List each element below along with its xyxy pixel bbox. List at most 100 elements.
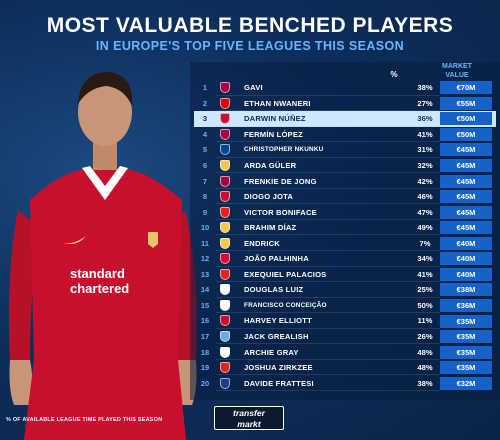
footnote: % OF AVAILABLE LEAGUE TIME PLAYED THIS S… bbox=[6, 417, 163, 423]
row-divider bbox=[216, 141, 440, 143]
ranking-list: 1 GAVI 38% €70M 2 ETHAN NWANERI 27% €55M 3 DARWIN… bbox=[194, 80, 496, 391]
row-divider bbox=[216, 374, 440, 376]
player-shirt bbox=[30, 168, 182, 366]
inter-crest-icon bbox=[216, 377, 234, 389]
player-playtime-pct: 27% bbox=[417, 98, 433, 108]
player-row[interactable]: 9 VICTOR BONIFACE 47% €45M bbox=[194, 204, 496, 220]
player-market-value: €36M bbox=[440, 298, 492, 312]
player-row[interactable]: 3 DARWIN NÚÑEZ 36% €50M bbox=[194, 111, 496, 127]
player-market-value: €35M bbox=[440, 361, 492, 375]
player-market-value: €40M bbox=[440, 236, 492, 250]
barcelona-crest-icon bbox=[216, 128, 234, 140]
player-name: HARVEY ELLIOTT bbox=[244, 316, 312, 326]
man-city-crest-icon bbox=[216, 331, 234, 343]
player-head bbox=[78, 78, 132, 146]
row-divider bbox=[216, 125, 440, 127]
market-value-column-header: MARKET VALUE bbox=[442, 63, 472, 79]
player-playtime-pct: 25% bbox=[417, 285, 433, 295]
player-playtime-pct: 49% bbox=[417, 223, 433, 233]
player-name: DOUGLAS LUIZ bbox=[244, 285, 304, 295]
player-name: BRAHIM DÍAZ bbox=[244, 223, 297, 233]
player-market-value: €55M bbox=[440, 96, 492, 110]
player-rank: 12 bbox=[200, 254, 210, 264]
player-row[interactable]: 12 JOÃO PALHINHA 34% €40M bbox=[194, 251, 496, 267]
player-row[interactable]: 15 FRANCISCO CONCEIÇÃO 50% €36M bbox=[194, 298, 496, 314]
transfermarkt-logo[interactable]: transfer markt bbox=[214, 406, 284, 430]
man-united-crest-icon bbox=[216, 362, 234, 374]
player-rank: 5 bbox=[202, 145, 208, 155]
row-divider bbox=[216, 327, 440, 329]
player-market-value: €32M bbox=[440, 376, 492, 390]
player-shorts bbox=[24, 360, 186, 440]
real-madrid-crest-icon bbox=[216, 237, 234, 249]
player-rank: 2 bbox=[202, 98, 208, 108]
player-row[interactable]: 1 GAVI 38% €70M bbox=[194, 80, 496, 96]
player-row[interactable]: 6 ARDA GÜLER 32% €45M bbox=[194, 158, 496, 174]
player-rank: 20 bbox=[200, 378, 210, 388]
player-rank: 19 bbox=[200, 363, 210, 373]
player-market-value: €35M bbox=[440, 330, 492, 344]
player-row[interactable]: 14 DOUGLAS LUIZ 25% €38M bbox=[194, 282, 496, 298]
row-divider bbox=[216, 358, 440, 360]
pct-column-header: % bbox=[390, 70, 398, 79]
player-left-arm bbox=[9, 360, 33, 405]
player-crest bbox=[148, 232, 158, 248]
player-name: ARCHIE GRAY bbox=[244, 347, 299, 357]
barcelona-crest-icon bbox=[216, 82, 234, 94]
player-playtime-pct: 38% bbox=[417, 378, 433, 388]
player-name: EXEQUIEL PALACIOS bbox=[244, 269, 327, 279]
player-row[interactable]: 19 JOSHUA ZIRKZEE 48% €35M bbox=[194, 360, 496, 376]
row-divider bbox=[216, 343, 440, 345]
row-divider bbox=[216, 172, 440, 174]
row-divider bbox=[216, 234, 440, 236]
player-market-value: €50M bbox=[440, 112, 492, 126]
chelsea-crest-icon bbox=[216, 144, 234, 156]
svg-text:standard: standard bbox=[70, 266, 125, 281]
player-name: DAVIDE FRATTESI bbox=[244, 378, 314, 388]
real-madrid-crest-icon bbox=[216, 160, 234, 172]
player-name: FRENKIE DE JONG bbox=[244, 176, 317, 186]
player-rank: 14 bbox=[200, 285, 210, 295]
row-divider bbox=[216, 187, 440, 189]
player-row[interactable]: 5 CHRISTOPHER NKUNKU 31% €45M bbox=[194, 142, 496, 158]
player-market-value: €45M bbox=[440, 159, 492, 173]
player-playtime-pct: 41% bbox=[417, 269, 433, 279]
player-row[interactable]: 4 FERMÍN LÓPEZ 41% €50M bbox=[194, 127, 496, 143]
arsenal-crest-icon bbox=[216, 97, 234, 109]
juventus-crest-icon bbox=[216, 284, 234, 296]
player-row[interactable]: 8 DIOGO JOTA 46% €45M bbox=[194, 189, 496, 205]
player-market-value: €45M bbox=[440, 221, 492, 235]
player-photo: standard chartered bbox=[9, 72, 197, 440]
player-rank: 3 bbox=[202, 114, 208, 124]
player-rank: 8 bbox=[202, 192, 208, 202]
player-row[interactable]: 17 JACK GREALISH 26% €35M bbox=[194, 329, 496, 345]
player-playtime-pct: 42% bbox=[417, 176, 433, 186]
barcelona-crest-icon bbox=[216, 175, 234, 187]
player-row[interactable]: 20 DAVIDE FRATTESI 38% €32M bbox=[194, 375, 496, 391]
bayern-crest-icon bbox=[216, 253, 234, 265]
liverpool-crest-icon bbox=[216, 191, 234, 203]
row-divider bbox=[216, 218, 440, 220]
player-market-value: €38M bbox=[440, 283, 492, 297]
player-row[interactable]: 13 EXEQUIEL PALACIOS 41% €40M bbox=[194, 267, 496, 283]
player-row[interactable]: 7 FRENKIE DE JONG 42% €45M bbox=[194, 173, 496, 189]
player-rank: 6 bbox=[202, 161, 208, 170]
player-playtime-pct: 50% bbox=[417, 300, 433, 310]
row-divider bbox=[216, 389, 440, 391]
player-rank: 16 bbox=[200, 316, 210, 326]
player-playtime-pct: 36% bbox=[417, 114, 433, 124]
player-playtime-pct: 34% bbox=[417, 254, 433, 264]
player-row[interactable]: 18 ARCHIE GRAY 48% €35M bbox=[194, 344, 496, 360]
player-name: JOSHUA ZIRKZEE bbox=[244, 363, 313, 373]
player-playtime-pct: 26% bbox=[417, 332, 433, 342]
player-row[interactable]: 2 ETHAN NWANERI 27% €55M bbox=[194, 96, 496, 112]
player-row[interactable]: 11 ENDRICK 7% €40M bbox=[194, 235, 496, 252]
player-row[interactable]: 10 BRAHIM DÍAZ 49% €45M bbox=[194, 220, 496, 236]
player-playtime-pct: 46% bbox=[417, 192, 433, 202]
player-market-value: €40M bbox=[440, 267, 492, 281]
row-divider bbox=[216, 110, 440, 112]
player-row[interactable]: 16 HARVEY ELLIOTT 11% €35M bbox=[194, 313, 496, 329]
player-name: ETHAN NWANERI bbox=[244, 98, 311, 108]
player-market-value: €40M bbox=[440, 252, 492, 266]
